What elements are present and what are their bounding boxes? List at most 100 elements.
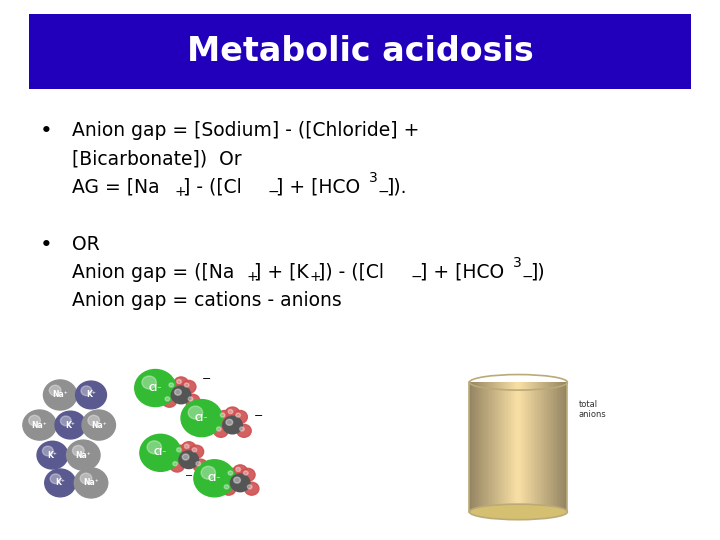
Circle shape: [37, 441, 68, 469]
Text: −: −: [185, 471, 193, 481]
Circle shape: [170, 459, 184, 472]
Circle shape: [233, 465, 248, 478]
Circle shape: [49, 385, 61, 396]
Text: Na⁺: Na⁺: [91, 421, 107, 429]
Circle shape: [80, 473, 92, 484]
Text: K⁺: K⁺: [86, 390, 96, 400]
Circle shape: [248, 485, 252, 489]
Circle shape: [181, 442, 196, 455]
Circle shape: [29, 415, 40, 426]
Circle shape: [60, 416, 71, 426]
Circle shape: [162, 394, 176, 407]
Circle shape: [169, 383, 174, 387]
Text: total
anions: total anions: [579, 400, 607, 419]
Circle shape: [176, 448, 181, 452]
Circle shape: [66, 440, 100, 470]
Circle shape: [214, 424, 228, 437]
Circle shape: [194, 460, 235, 497]
Circle shape: [237, 424, 251, 437]
Circle shape: [171, 386, 191, 404]
Circle shape: [73, 446, 84, 456]
Circle shape: [176, 380, 181, 383]
Circle shape: [222, 416, 242, 434]
Text: AG = [Na: AG = [Na: [72, 178, 160, 197]
Text: −: −: [521, 270, 533, 284]
Text: Na⁺: Na⁺: [32, 421, 48, 429]
Circle shape: [186, 394, 199, 407]
Circle shape: [74, 468, 108, 498]
Circle shape: [43, 380, 77, 410]
Text: K⁺: K⁺: [55, 478, 65, 488]
Circle shape: [182, 454, 189, 460]
Circle shape: [235, 468, 240, 471]
Text: Cl⁻: Cl⁻: [148, 383, 162, 393]
Text: Na⁺: Na⁺: [53, 390, 68, 400]
Text: ] + [K: ] + [K: [254, 263, 309, 282]
Circle shape: [234, 477, 240, 483]
Text: 3: 3: [513, 256, 521, 270]
Text: K⁺: K⁺: [48, 451, 58, 460]
Circle shape: [184, 383, 189, 387]
Circle shape: [142, 376, 156, 389]
Text: ] + [HCO: ] + [HCO: [276, 178, 361, 197]
Circle shape: [81, 386, 92, 396]
Text: Cl⁻: Cl⁻: [207, 474, 221, 483]
Circle shape: [225, 468, 240, 481]
Circle shape: [228, 409, 233, 414]
Text: Metabolic acidosis: Metabolic acidosis: [186, 35, 534, 68]
Text: Anion gap = [Sodium] - ([Chloride] +: Anion gap = [Sodium] - ([Chloride] +: [72, 122, 419, 140]
Text: ] + [HCO: ] + [HCO: [420, 263, 504, 282]
Circle shape: [88, 415, 99, 426]
Text: +: +: [310, 270, 321, 284]
Circle shape: [228, 471, 233, 475]
Circle shape: [193, 459, 207, 472]
Circle shape: [243, 471, 248, 475]
Circle shape: [201, 466, 215, 479]
Text: •: •: [40, 235, 53, 255]
Text: [Bicarbonate])  Or: [Bicarbonate]) Or: [72, 150, 242, 168]
Circle shape: [174, 377, 188, 390]
Circle shape: [55, 411, 86, 439]
Circle shape: [188, 397, 193, 401]
Circle shape: [42, 446, 53, 456]
FancyBboxPatch shape: [29, 14, 691, 89]
Text: Cl⁻: Cl⁻: [153, 448, 167, 457]
Circle shape: [217, 427, 221, 431]
Text: ] - ([Cl: ] - ([Cl: [183, 178, 242, 197]
Circle shape: [181, 380, 196, 393]
Circle shape: [165, 397, 170, 401]
Text: Anion gap = cations - anions: Anion gap = cations - anions: [72, 291, 342, 310]
Text: −: −: [377, 185, 389, 199]
Circle shape: [217, 410, 232, 423]
Circle shape: [23, 410, 56, 440]
Circle shape: [181, 400, 222, 437]
Circle shape: [233, 410, 248, 423]
Circle shape: [174, 445, 188, 458]
Circle shape: [222, 482, 236, 495]
Text: −: −: [267, 185, 279, 199]
Circle shape: [196, 462, 201, 466]
Circle shape: [188, 406, 202, 419]
Circle shape: [235, 413, 240, 417]
Text: 3: 3: [369, 171, 377, 185]
Circle shape: [76, 381, 107, 409]
Text: ]).: ]).: [387, 178, 407, 197]
Text: +: +: [246, 270, 258, 284]
Text: ]): ]): [531, 263, 545, 282]
Text: Na⁺: Na⁺: [83, 478, 99, 488]
Text: K⁺: K⁺: [66, 421, 76, 429]
Ellipse shape: [469, 504, 567, 519]
Circle shape: [179, 451, 199, 469]
Circle shape: [173, 462, 177, 466]
Text: Anion gap = ([Na: Anion gap = ([Na: [72, 263, 235, 282]
Circle shape: [184, 444, 189, 448]
Circle shape: [220, 413, 225, 417]
Text: +: +: [175, 185, 186, 199]
Circle shape: [50, 474, 61, 484]
Circle shape: [189, 445, 204, 458]
Text: •: •: [40, 122, 53, 141]
Circle shape: [240, 468, 255, 481]
Circle shape: [135, 369, 176, 407]
Circle shape: [166, 380, 181, 393]
Circle shape: [82, 410, 115, 440]
